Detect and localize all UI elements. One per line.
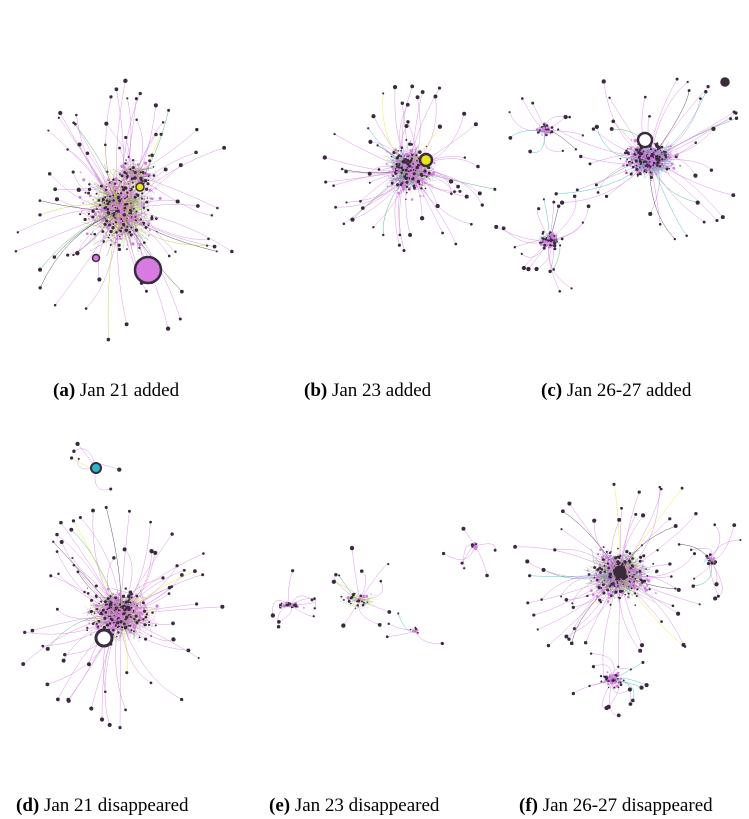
caption-d-title: Jan 21 disappeared	[43, 795, 189, 816]
network-graph-f	[513, 482, 742, 718]
nodes	[513, 482, 742, 718]
nodes	[494, 77, 739, 293]
caption-e-letter: (e)	[269, 795, 291, 816]
caption-b-title: Jan 23 added	[331, 380, 432, 401]
caption-a-title: Jan 21 added	[79, 380, 180, 401]
caption-b: (b) Jan 23 added	[304, 380, 431, 402]
panel-e	[250, 440, 500, 780]
caption-a: (a) Jan 21 added	[53, 380, 179, 402]
caption-b-letter: (b)	[304, 380, 328, 401]
panel-c	[494, 0, 749, 360]
panel-a	[0, 0, 250, 360]
nodes	[270, 526, 497, 646]
edges	[23, 443, 223, 728]
caption-f-title: Jan 26-27 disappeared	[542, 795, 713, 816]
nodes	[21, 441, 225, 730]
edges	[324, 86, 495, 251]
panel-b	[250, 0, 500, 360]
nodes	[14, 78, 234, 342]
caption-d: (d) Jan 21 disappeared	[16, 795, 189, 817]
caption-e-title: Jan 23 disappeared	[294, 795, 440, 816]
network-graph-c	[494, 77, 739, 293]
edges	[515, 484, 741, 716]
caption-f: (f) Jan 26-27 disappeared	[519, 795, 713, 817]
caption-c-title: Jan 26-27 added	[566, 380, 692, 401]
network-graph-a	[14, 78, 234, 342]
caption-a-letter: (a)	[53, 380, 76, 401]
caption-e: (e) Jan 23 disappeared	[269, 795, 439, 817]
edges	[272, 528, 496, 644]
caption-c: (c) Jan 26-27 added	[541, 380, 691, 402]
network-graph-b	[322, 84, 497, 253]
nodes	[322, 84, 497, 253]
caption-c-letter: (c)	[541, 380, 563, 401]
panel-d	[0, 440, 250, 780]
caption-d-letter: (d)	[16, 795, 40, 816]
panel-f	[500, 440, 749, 780]
edges	[496, 79, 737, 292]
network-graph-d	[21, 441, 225, 730]
network-graph-e	[270, 526, 497, 646]
caption-f-letter: (f)	[519, 795, 538, 816]
